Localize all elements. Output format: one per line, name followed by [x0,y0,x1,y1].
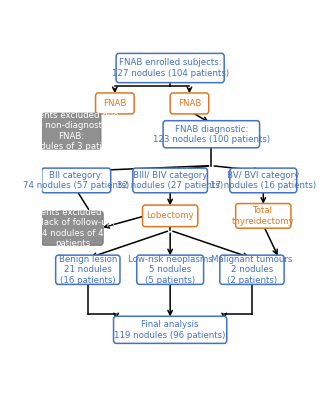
Text: FNAB enrolled subjects:
127 nodules (104 patients): FNAB enrolled subjects: 127 nodules (104… [112,58,229,78]
Text: Benign lesion
21 nodules
(16 patients): Benign lesion 21 nodules (16 patients) [59,255,117,285]
FancyBboxPatch shape [230,168,297,193]
Text: Malignant tumours
2 nodules
(2 patients): Malignant tumours 2 nodules (2 patients) [211,255,293,285]
FancyBboxPatch shape [137,255,204,284]
FancyBboxPatch shape [116,53,224,83]
Text: Low-risk neoplasms
5 nodules
(5 patients): Low-risk neoplasms 5 nodules (5 patients… [128,255,212,285]
FancyBboxPatch shape [96,93,134,114]
FancyBboxPatch shape [42,168,111,193]
FancyBboxPatch shape [236,204,291,228]
Text: FNAB: FNAB [178,99,201,108]
Text: BV/ BVI category
17 nodules (16 patients): BV/ BVI category 17 nodules (16 patients… [210,171,316,190]
FancyBboxPatch shape [42,114,101,149]
Text: FNAB: FNAB [103,99,126,108]
Text: BIII/ BIV category
32 nodules (27 patients): BIII/ BIV category 32 nodules (27 patien… [117,171,223,190]
Text: Patients excluded due
to non-diagnostic
FNAB:
4 nodules of 3 patients: Patients excluded due to non-diagnostic … [21,111,121,151]
Text: BII category:
74 nodules (57 patients): BII category: 74 nodules (57 patients) [23,171,129,190]
FancyBboxPatch shape [114,316,227,343]
FancyBboxPatch shape [133,168,208,193]
FancyBboxPatch shape [56,255,120,284]
FancyBboxPatch shape [220,255,284,284]
Text: Lobectomy: Lobectomy [146,211,194,220]
Text: FNAB diagnostic:
123 nodules (100 patients): FNAB diagnostic: 123 nodules (100 patien… [153,124,270,144]
FancyBboxPatch shape [163,121,260,148]
FancyBboxPatch shape [142,205,198,227]
Text: Final analysis
119 nodules (96 patients): Final analysis 119 nodules (96 patients) [115,320,226,340]
Text: Total
thyreidectomy: Total thyreidectomy [232,206,295,226]
FancyBboxPatch shape [42,211,103,245]
FancyBboxPatch shape [170,93,209,114]
Text: Patients excluded due
to lack of follow-up:
4 nodules of 4
patients: Patients excluded due to lack of follow-… [25,208,120,248]
